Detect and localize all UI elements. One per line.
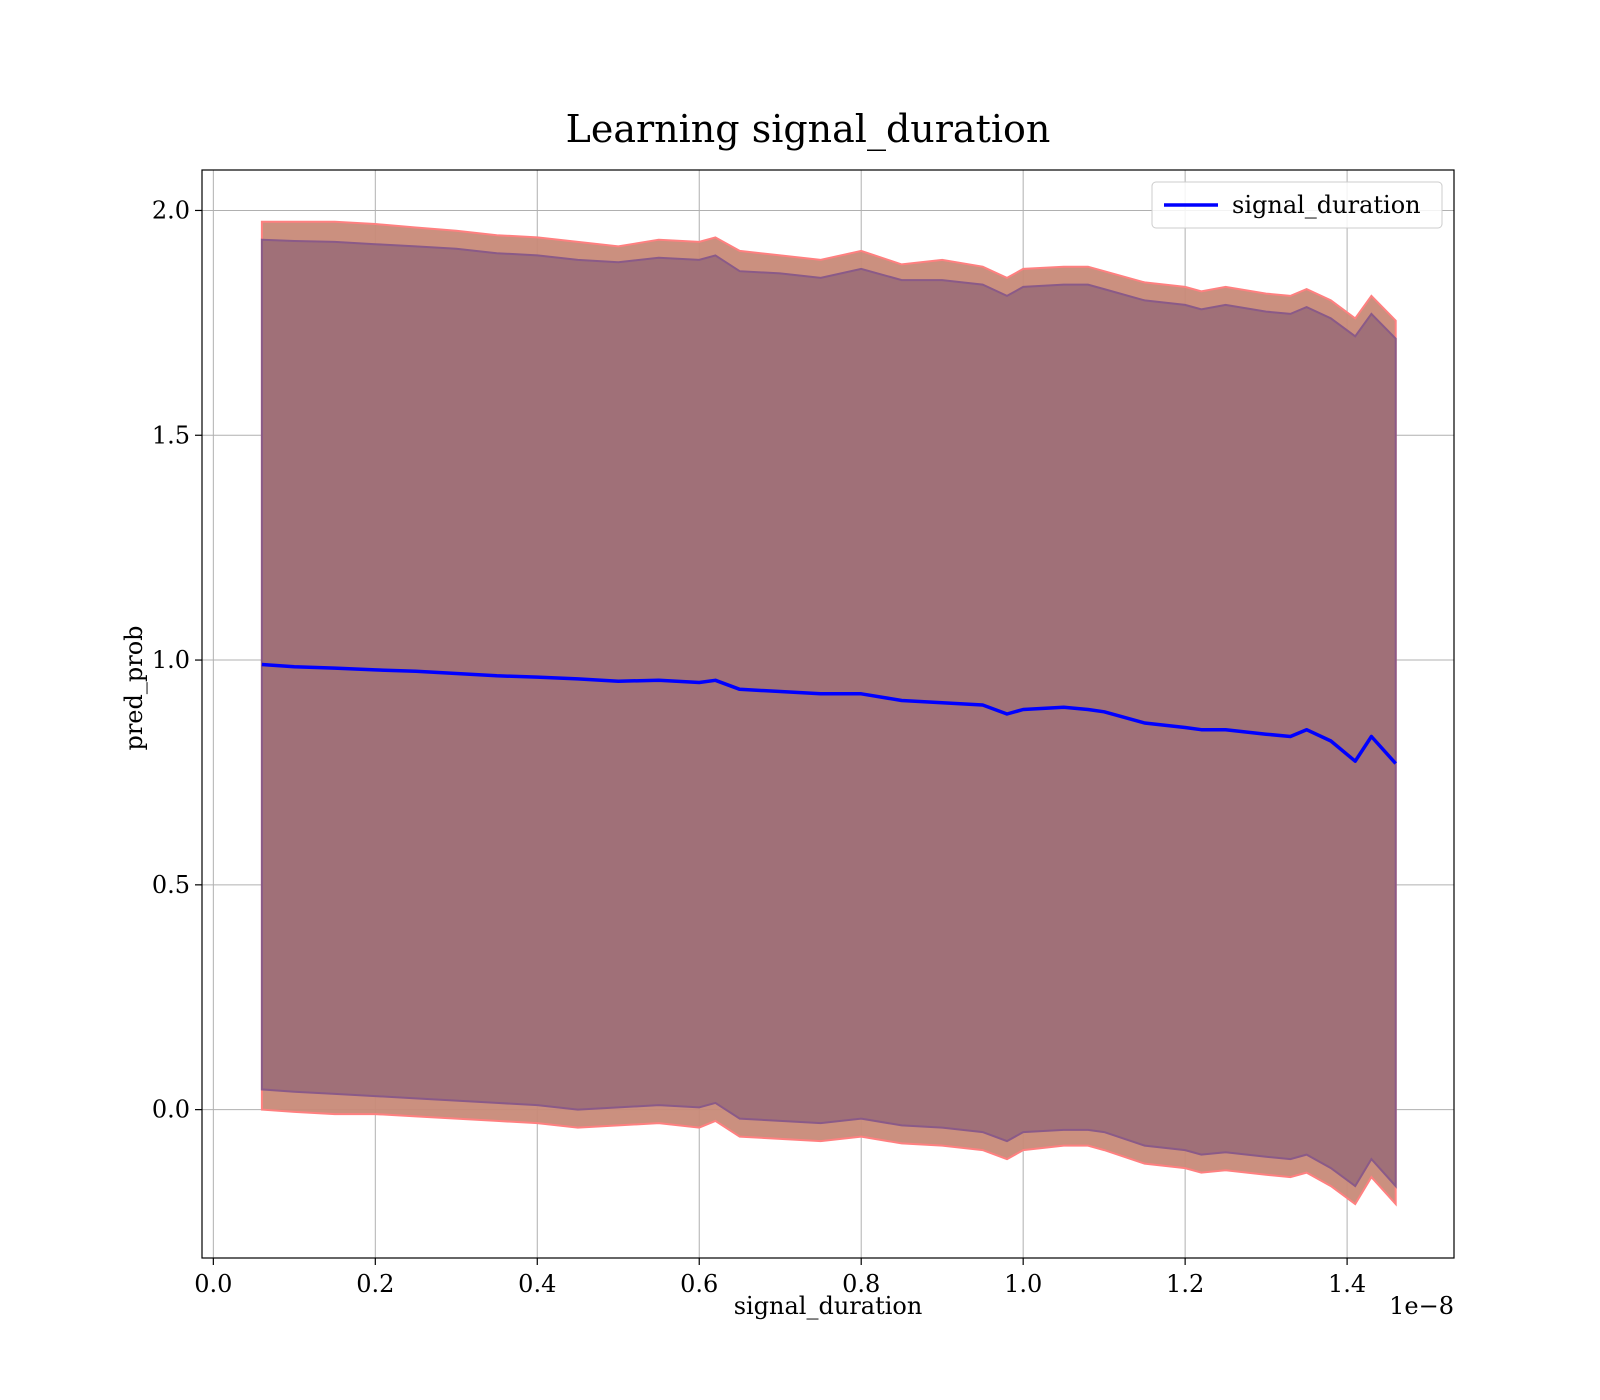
x-tick-label: 0.6: [680, 1270, 718, 1298]
y-axis-label: pred_prob: [120, 625, 148, 750]
x-tick-label: 1.0: [1004, 1270, 1042, 1298]
chart-title: Learning signal_duration: [566, 107, 1051, 152]
x-tick-label: 0.8: [842, 1270, 880, 1298]
x-axis-offset-label: 1e−8: [1389, 1292, 1454, 1320]
x-tick-label: 0.4: [518, 1270, 556, 1298]
confidence-band-2: [260, 238, 1397, 1189]
legend-label: signal_duration: [1232, 191, 1421, 219]
x-tick-label: 1.2: [1166, 1270, 1204, 1298]
y-tick-label: 1.0: [152, 646, 190, 674]
y-tick-label: 2.0: [152, 196, 190, 224]
y-tick-label: 0.0: [152, 1096, 190, 1124]
legend-box: [1151, 181, 1443, 229]
plot-area: 0.0 0.2 0.4 0.6 0.8 1.0 1.2 1.4 0.0 0.5 1.0 1.5 2.0 s…: [152, 169, 1455, 1298]
x-tick-label: 0.0: [194, 1270, 232, 1298]
x-tick-label: 0.2: [356, 1270, 394, 1298]
y-tick-label: 1.5: [152, 421, 190, 449]
series-line-signal_duration: [261, 662, 1398, 765]
x-tick-label: 1.4: [1328, 1270, 1366, 1298]
y-tick-label: 0.5: [152, 871, 190, 899]
axes-frame: [201, 169, 1455, 1259]
x-axis-label: signal_duration: [734, 1292, 923, 1320]
